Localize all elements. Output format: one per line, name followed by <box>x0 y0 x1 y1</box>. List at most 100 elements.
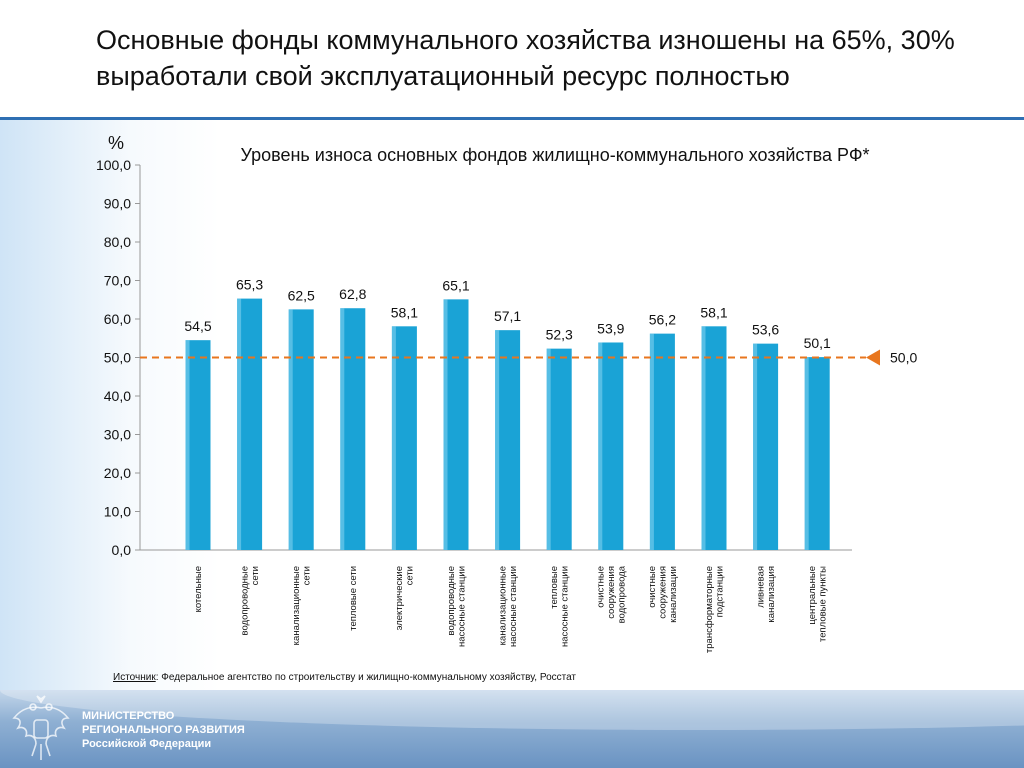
x-category-label: тепловыенасосные станции <box>549 566 571 647</box>
x-category-label-line: сооружения <box>606 566 617 619</box>
bar-value-label: 53,9 <box>597 320 624 336</box>
x-category-label-line: подстанции <box>714 566 725 617</box>
bar <box>649 333 675 550</box>
bar-value-label: 65,3 <box>236 277 263 293</box>
x-category-label-line: канализационные <box>497 566 508 645</box>
bar <box>185 340 211 550</box>
x-category-label: электрическиесети <box>394 566 416 630</box>
chart-title: Уровень износа основных фондов жилищно-к… <box>240 145 870 165</box>
x-category-label-line: тепловые пункты <box>817 566 828 642</box>
x-category-label-line: насосные станции <box>508 566 519 647</box>
source-text: : Федеральное агентство по строительству… <box>155 672 577 683</box>
coat-of-arms-icon <box>12 695 70 760</box>
bar <box>391 326 417 550</box>
bar <box>804 357 830 550</box>
bar-highlight <box>443 299 448 550</box>
x-category-label-line: тепловые сети <box>348 566 359 631</box>
bar <box>753 343 779 550</box>
x-category-label: очистныесооруженияканализации <box>647 566 679 623</box>
x-category-label-line: трансформаторные <box>704 566 715 653</box>
y-tick-label: 0,0 <box>112 542 132 558</box>
x-category-label-line: центральные <box>807 566 818 625</box>
bar-highlight <box>391 326 396 550</box>
x-category-label: центральныетепловые пункты <box>807 566 829 642</box>
x-category-label: трансформаторныеподстанции <box>704 566 726 653</box>
y-tick-label: 10,0 <box>104 504 131 520</box>
bar-chart: 0,0 10,0 20,0 30,0 40,0 50,0 60,0 70,0 80,0 90,0 1… <box>96 157 918 653</box>
x-category-label: канализационныесети <box>291 566 313 645</box>
bar <box>237 298 263 550</box>
x-category-label-line: сооружения <box>657 566 668 619</box>
bar-highlight <box>598 342 603 550</box>
x-category-label-line: сети <box>250 566 261 585</box>
bar-highlight <box>288 309 293 550</box>
x-category-label-line: очистные <box>595 566 606 608</box>
bar-value-label: 53,6 <box>752 322 779 338</box>
x-category-label-line: водопровода <box>616 565 627 623</box>
x-category-label-line: сети <box>405 566 416 585</box>
x-category-label-line: насосные станции <box>456 566 467 647</box>
bar-value-label: 58,1 <box>700 304 727 320</box>
x-category-label-line: канализации <box>668 566 679 623</box>
bar-highlight <box>649 333 654 550</box>
x-category-label: тепловые сети <box>348 566 359 631</box>
x-category-label: очистныесооруженияводопровода <box>595 565 627 623</box>
x-category-label: ливневаяканализация <box>755 566 777 623</box>
y-tick-label: 80,0 <box>104 234 131 250</box>
source-label: Источник <box>113 672 156 683</box>
x-category-label-line: канализация <box>766 566 777 623</box>
x-category-label-line: сети <box>301 566 312 585</box>
x-category-label-line: электрические <box>394 566 405 630</box>
y-tick-label: 40,0 <box>104 388 131 404</box>
x-category-label-line: котельные <box>193 566 204 612</box>
x-category-label: водопроводныенасосные станции <box>446 566 468 647</box>
bar-highlight <box>546 348 551 550</box>
bar <box>701 326 727 550</box>
bar-value-label: 58,1 <box>391 304 418 320</box>
x-category-label-line: очистные <box>647 566 658 608</box>
reference-marker-icon <box>866 349 880 366</box>
bar <box>546 348 572 550</box>
bar-highlight <box>340 308 345 550</box>
bar-highlight <box>495 330 500 550</box>
bar-value-label: 62,5 <box>288 287 315 303</box>
bar <box>495 330 521 550</box>
x-category-label: водопроводныесети <box>239 566 261 635</box>
ministry-name: МИНИСТЕРСТВО РЕГИОНАЛЬНОГО РАЗВИТИЯ Росс… <box>82 710 245 750</box>
footer: МИНИСТЕРСТВО РЕГИОНАЛЬНОГО РАЗВИТИЯ Росс… <box>0 690 1024 768</box>
source-note: Источник: Федеральное агентство по строи… <box>113 672 813 683</box>
bar-value-label: 52,3 <box>546 327 573 343</box>
bar-highlight <box>701 326 706 550</box>
x-category-label-line: водопроводные <box>239 566 250 635</box>
bar-highlight <box>753 343 758 550</box>
x-category-label: канализационныенасосные станции <box>497 566 518 647</box>
bar-value-label: 62,8 <box>339 286 366 302</box>
bar-value-label: 57,1 <box>494 308 521 324</box>
x-category-label: котельные <box>193 566 204 612</box>
slide-headline: Основные фонды коммунального хозяйства и… <box>96 25 955 91</box>
x-category-label-line: канализационные <box>291 566 302 645</box>
bar <box>443 299 469 550</box>
bar <box>288 309 314 550</box>
y-tick-label: 100,0 <box>96 157 131 173</box>
y-tick-label: 30,0 <box>104 427 131 443</box>
bar-value-label: 65,1 <box>442 277 469 293</box>
x-category-label-line: тепловые <box>549 566 560 609</box>
x-category-label-line: насосные станции <box>559 566 570 647</box>
bar-value-label: 56,2 <box>649 312 676 328</box>
y-tick-label: 70,0 <box>104 273 131 289</box>
bar-highlight <box>237 298 242 550</box>
header: Основные фонды коммунального хозяйства и… <box>0 0 1024 120</box>
y-tick-label: 20,0 <box>104 465 131 481</box>
x-category-label-line: водопроводные <box>446 566 457 635</box>
y-tick-label: 50,0 <box>104 350 131 366</box>
bar-value-label: 50,1 <box>804 335 831 351</box>
bar-value-label: 54,5 <box>184 318 211 334</box>
bar-highlight <box>185 340 190 550</box>
y-tick-label: 60,0 <box>104 311 131 327</box>
bar <box>598 342 624 550</box>
bar <box>340 308 366 550</box>
y-axis-unit-label: % <box>108 133 125 153</box>
y-tick-label: 90,0 <box>104 196 131 212</box>
x-category-label-line: ливневая <box>755 566 766 608</box>
